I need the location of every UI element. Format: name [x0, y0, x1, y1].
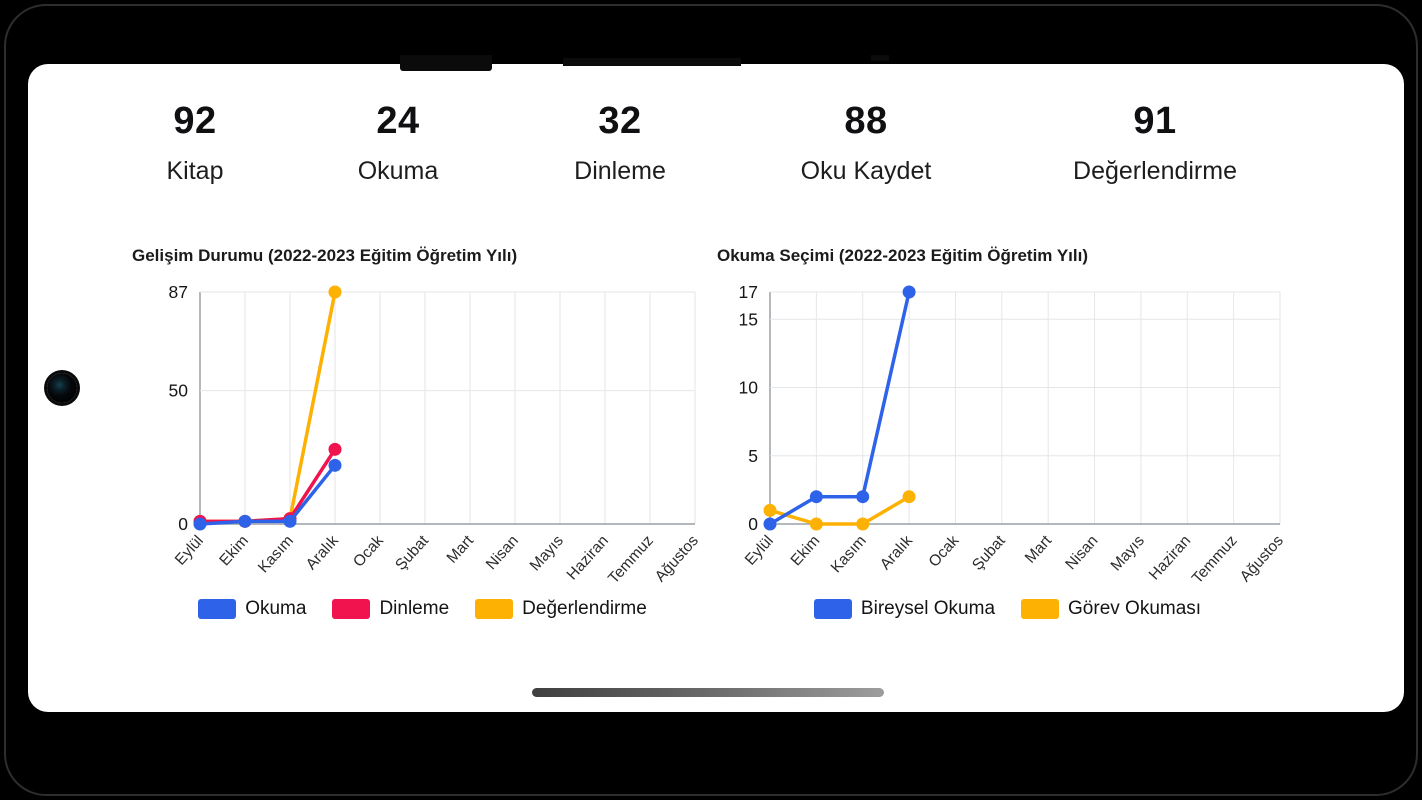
svg-text:Şubat: Şubat [969, 532, 1009, 574]
stat-value: 91 [1133, 100, 1177, 142]
chart-title: Okuma Seçimi (2022-2023 Eğitim Öğretim Y… [717, 246, 1089, 265]
svg-text:Mart: Mart [1022, 532, 1056, 567]
svg-text:15: 15 [739, 309, 758, 329]
svg-text:10: 10 [739, 378, 759, 398]
svg-text:Temmuz: Temmuz [1189, 532, 1241, 587]
screen-top-artifact [563, 58, 741, 66]
svg-text:50: 50 [169, 381, 189, 401]
svg-text:Ekim: Ekim [788, 532, 824, 569]
svg-text:5: 5 [748, 446, 758, 466]
svg-text:Eylül: Eylül [742, 532, 777, 568]
stat-label: Oku Kaydet [800, 157, 932, 185]
chart-legend: Okuma Dinleme Değerlendirme [130, 598, 715, 620]
legend-swatch [198, 599, 237, 619]
stat-label: Değerlendirme [1073, 157, 1237, 185]
stat-okuma: 24 Okuma [358, 100, 439, 186]
home-indicator[interactable] [532, 688, 884, 697]
stat-value: 88 [844, 100, 888, 142]
legend-swatch [475, 599, 514, 619]
svg-text:Aralık: Aralık [303, 532, 342, 573]
gelisim-durumu-section: Gelişim Durumu (2022-2023 Eğitim Öğretim… [130, 245, 715, 620]
legend-swatch [1021, 599, 1060, 619]
svg-text:Kasım: Kasım [828, 532, 870, 576]
svg-text:Mart: Mart [444, 532, 478, 567]
svg-text:Kasım: Kasım [255, 532, 297, 576]
svg-text:Ocak: Ocak [350, 532, 387, 570]
svg-text:Nisan: Nisan [1062, 532, 1101, 573]
legend-swatch [332, 599, 371, 619]
svg-text:Ocak: Ocak [926, 532, 963, 570]
screen-top-artifact [400, 55, 492, 71]
gelisim-durumu-chart[interactable]: 0 50 87 Eylül Ekim Kasım Aralık Ocak Şubat Mart Ni… [130, 279, 715, 589]
legend-swatch [813, 599, 852, 619]
svg-text:Ağustos: Ağustos [1237, 532, 1287, 585]
svg-text:0: 0 [178, 514, 188, 534]
svg-text:Nisan: Nisan [483, 532, 522, 573]
stat-label: Okuma [357, 157, 439, 185]
front-camera [47, 373, 77, 403]
legend-label: Görev Okuması [1068, 598, 1202, 619]
stat-value: 24 [376, 100, 420, 142]
legend-label: Değerlendirme [522, 598, 647, 619]
legend-label: Bireysel Okuma [860, 598, 996, 619]
svg-text:0: 0 [748, 514, 758, 534]
svg-text:Ağustos: Ağustos [652, 532, 702, 585]
svg-text:Temmuz: Temmuz [605, 532, 657, 587]
stat-value: 32 [598, 100, 642, 142]
stat-label: Dinleme [574, 157, 666, 185]
stat-kitap: 92 Kitap [167, 100, 224, 186]
svg-text:87: 87 [169, 282, 188, 302]
svg-text:Haziran: Haziran [1146, 532, 1194, 583]
svg-text:Aralık: Aralık [877, 532, 916, 573]
legend-label: Okuma [245, 598, 307, 619]
svg-text:Eylül: Eylül [172, 532, 207, 568]
legend-item-okuma[interactable]: Okuma [198, 598, 306, 620]
legend-item-dinleme[interactable]: Dinleme [332, 598, 449, 620]
legend-item-bireysel-okuma[interactable]: Bireysel Okuma [813, 598, 996, 620]
svg-text:Mayıs: Mayıs [1108, 532, 1148, 574]
chart-title: Gelişim Durumu (2022-2023 Eğitim Öğretim… [132, 246, 518, 265]
legend-label: Dinleme [379, 598, 450, 619]
stat-value: 92 [173, 100, 217, 142]
stat-degerlendirme: 91 Değerlendirme [1073, 100, 1237, 186]
svg-text:Şubat: Şubat [392, 532, 432, 574]
screen: 92 Kitap 24 Okuma 32 Dinleme 88 Oku Kayd… [28, 64, 1404, 712]
svg-text:Mayıs: Mayıs [527, 532, 567, 574]
svg-text:17: 17 [739, 282, 758, 302]
stat-oku-kaydet: 88 Oku Kaydet [801, 100, 932, 186]
chart-legend: Bireysel Okuma Görev Okuması [715, 598, 1300, 620]
screen-top-artifact [871, 55, 889, 61]
stat-dinleme: 32 Dinleme [574, 100, 666, 186]
stat-label: Kitap [166, 157, 224, 185]
okuma-secimi-chart[interactable]: 0 5 10 15 17 Eylül Ekim Kasım Aralık Ocak Şubat Mar… [715, 279, 1300, 589]
okuma-secimi-section: Okuma Seçimi (2022-2023 Eğitim Öğretim Y… [715, 245, 1300, 620]
legend-item-gorev-okumasi[interactable]: Görev Okuması [1021, 598, 1201, 620]
legend-item-degerlendirme[interactable]: Değerlendirme [475, 598, 647, 620]
svg-text:Ekim: Ekim [216, 532, 252, 569]
